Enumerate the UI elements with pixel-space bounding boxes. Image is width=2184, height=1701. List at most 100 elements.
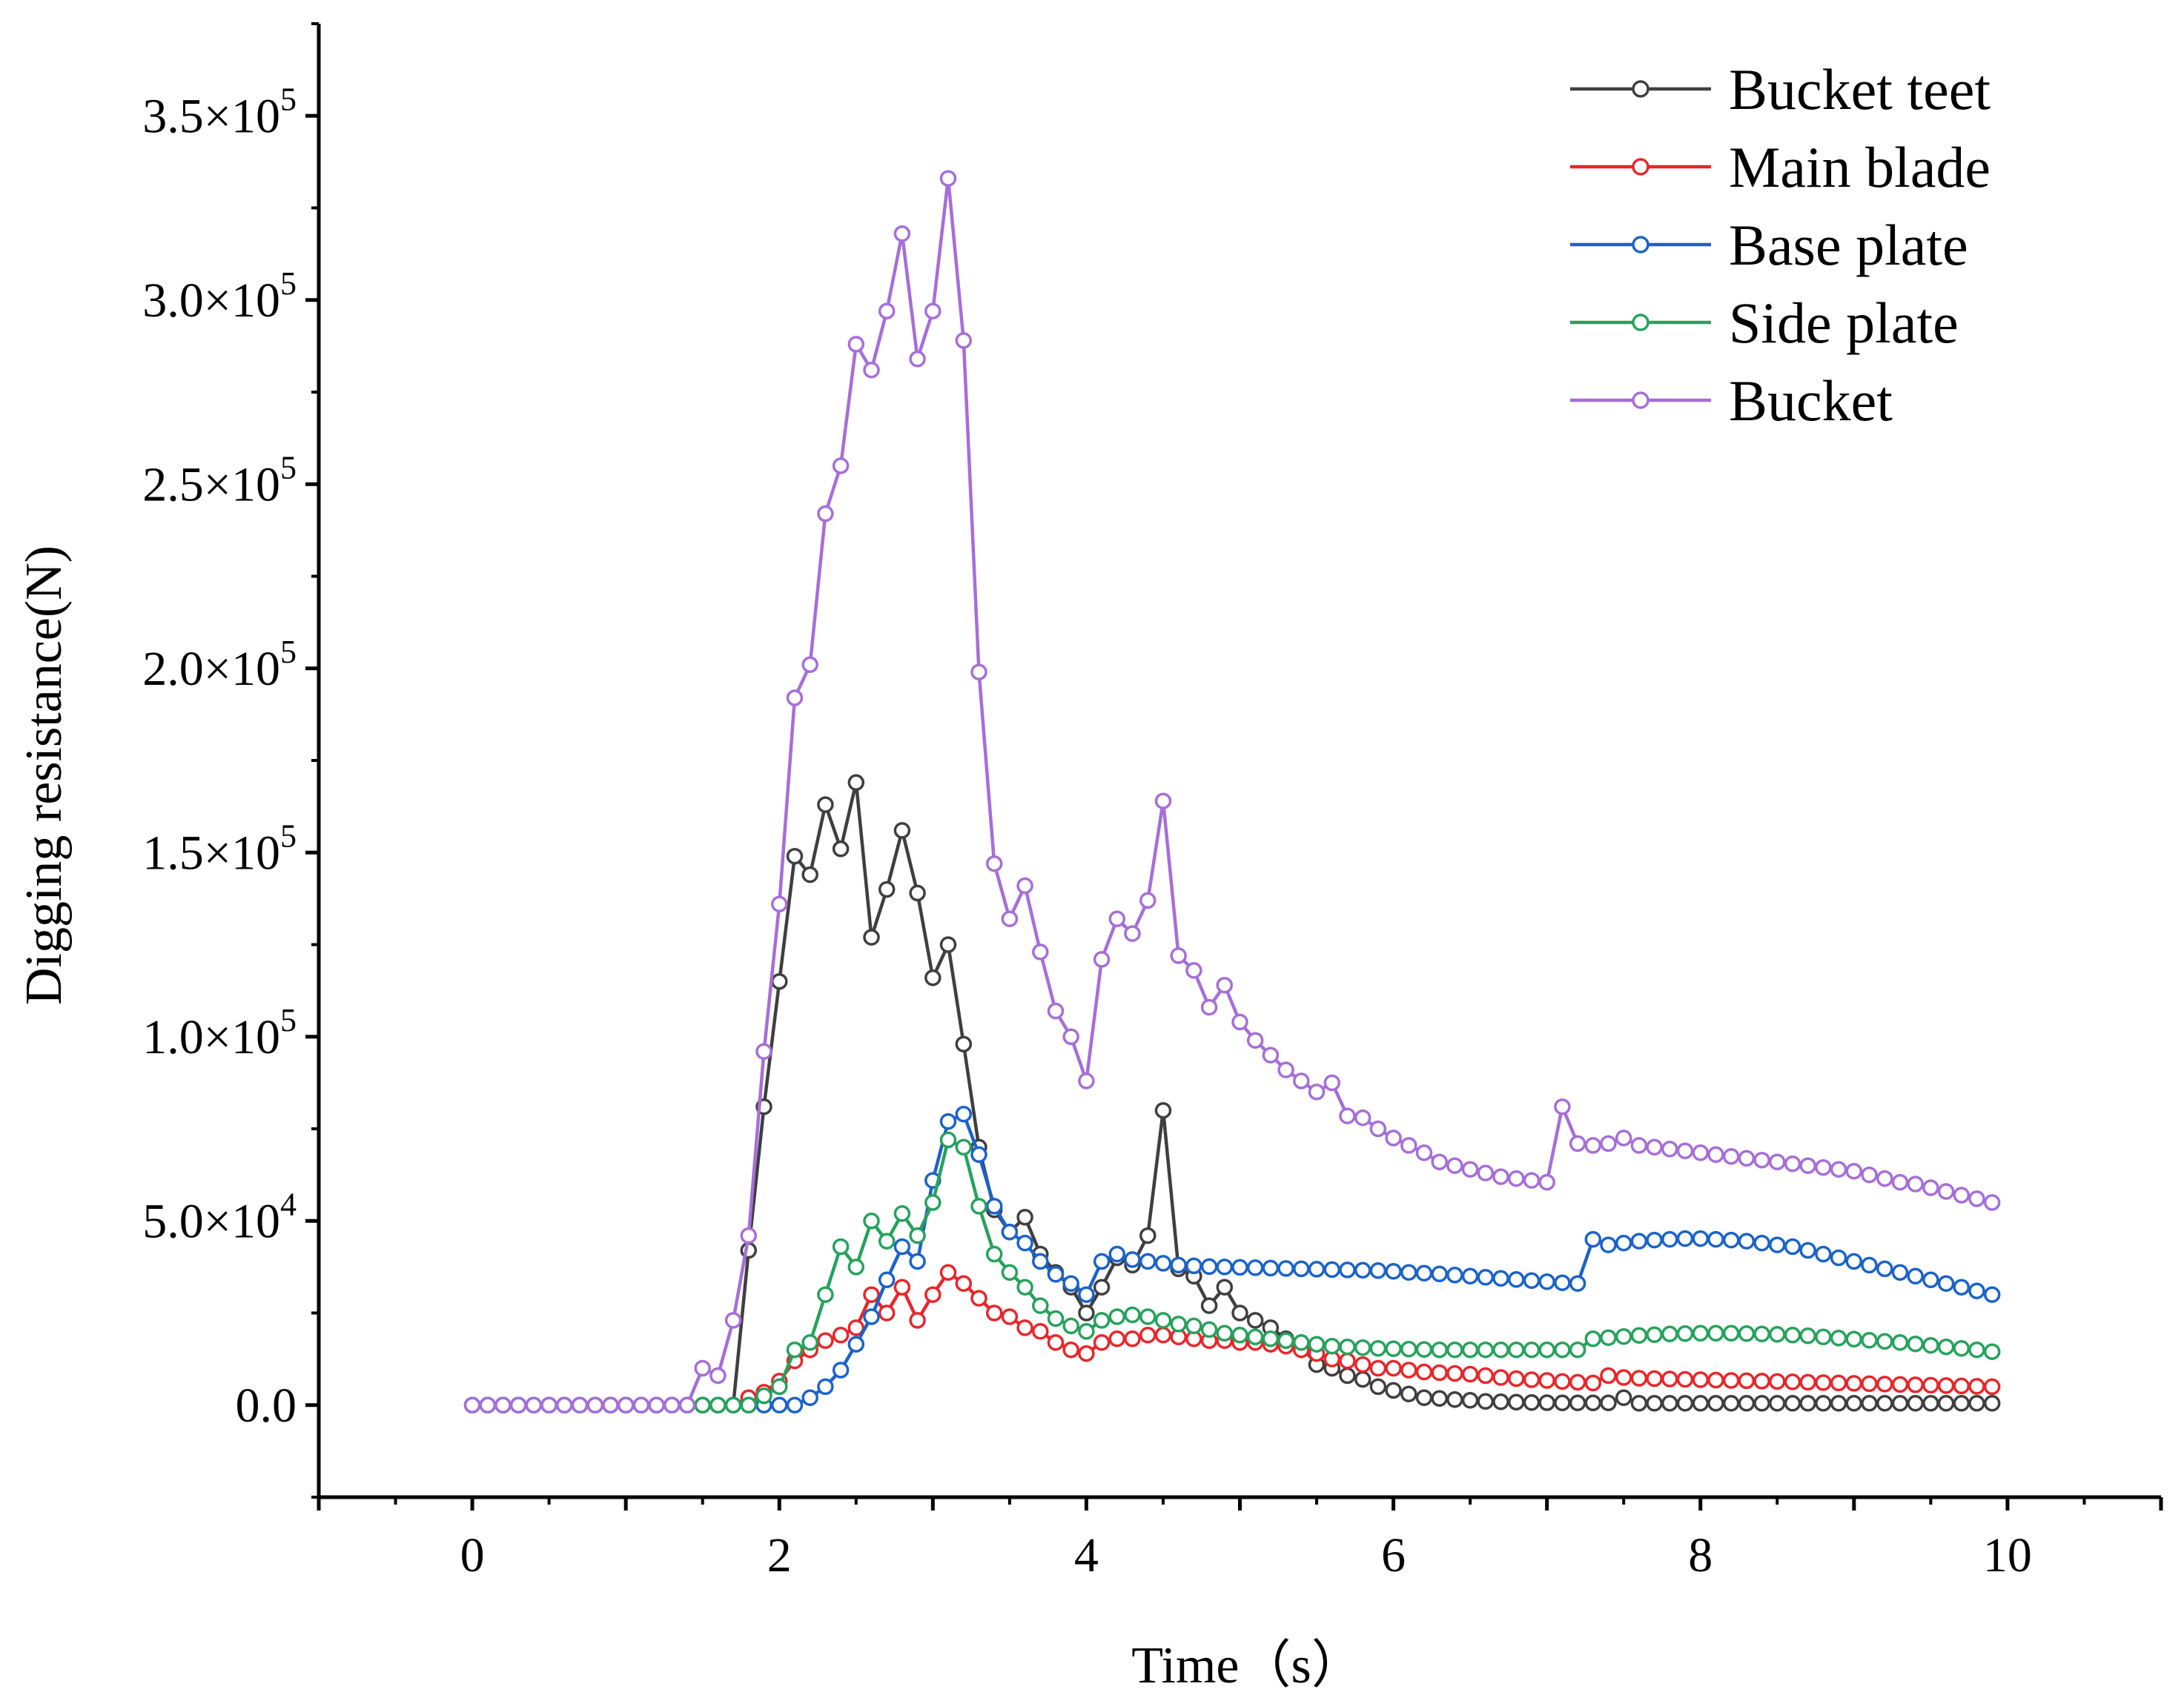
data-point	[1508, 1370, 1525, 1387]
data-point	[1676, 1325, 1694, 1342]
data-point	[924, 1286, 942, 1303]
data-point	[1139, 892, 1156, 909]
data-point	[1646, 1395, 1663, 1412]
data-point	[847, 1336, 865, 1353]
data-point	[878, 881, 896, 898]
data-point	[955, 1105, 973, 1123]
data-point	[771, 1396, 788, 1414]
data-point	[1707, 1146, 1724, 1164]
data-point	[525, 1396, 543, 1414]
data-point	[1738, 1395, 1756, 1412]
x-tick-label: 6	[1381, 1528, 1406, 1582]
data-point	[1415, 1389, 1433, 1407]
data-point	[1922, 1271, 1939, 1289]
data-point	[1646, 1231, 1663, 1249]
data-point	[1630, 1370, 1648, 1387]
data-point	[571, 1396, 589, 1414]
data-point	[694, 1359, 711, 1377]
data-point	[1676, 1142, 1694, 1160]
data-point	[1093, 1279, 1111, 1296]
data-point	[1615, 1130, 1632, 1147]
series-bucket	[463, 170, 2001, 1414]
data-point	[1339, 1261, 1356, 1279]
data-point	[1784, 1327, 1801, 1344]
data-point	[832, 1362, 850, 1379]
data-point	[1738, 1325, 1756, 1342]
data-point	[1615, 1389, 1632, 1407]
data-point	[1154, 1312, 1172, 1329]
data-point	[817, 796, 834, 813]
data-point	[1876, 1260, 1893, 1278]
data-point	[893, 1238, 911, 1256]
data-point	[801, 1389, 818, 1407]
y-tick-label: 3.5×105	[142, 81, 297, 143]
data-point	[1692, 1371, 1710, 1388]
data-point	[1722, 1148, 1740, 1165]
data-point	[1047, 1310, 1065, 1327]
data-point	[1584, 1330, 1602, 1347]
data-point	[1369, 1262, 1387, 1279]
data-point	[985, 1245, 1003, 1263]
data-point	[1277, 1061, 1294, 1078]
data-point	[1876, 1170, 1893, 1187]
data-point	[1845, 1395, 1863, 1412]
data-point	[1415, 1341, 1433, 1358]
x-tick-label: 8	[1688, 1528, 1713, 1582]
data-point	[1937, 1183, 1955, 1200]
data-point	[1707, 1324, 1724, 1342]
legend-marker	[1632, 314, 1649, 331]
data-point	[1093, 951, 1111, 968]
data-point	[1016, 1279, 1033, 1296]
data-point	[1400, 1362, 1417, 1379]
data-point	[1246, 1259, 1264, 1276]
data-point	[786, 689, 804, 706]
data-point	[1799, 1327, 1816, 1344]
data-point	[1876, 1395, 1893, 1412]
data-point	[1600, 1394, 1617, 1412]
data-point	[1385, 1130, 1402, 1147]
data-point	[724, 1396, 742, 1414]
data-point	[1753, 1373, 1770, 1390]
data-point	[1339, 1367, 1356, 1385]
data-point	[1722, 1372, 1740, 1389]
data-point	[771, 1378, 788, 1396]
data-point	[1385, 1382, 1402, 1399]
data-point	[1016, 1209, 1033, 1226]
data-point	[939, 936, 957, 953]
data-point	[832, 457, 850, 474]
data-point	[1937, 1338, 1955, 1356]
data-point	[1799, 1241, 1816, 1259]
data-point	[1354, 1356, 1371, 1373]
data-point	[1415, 1363, 1433, 1381]
data-point	[1569, 1135, 1586, 1153]
data-point	[1661, 1325, 1678, 1343]
data-point	[1185, 962, 1202, 979]
data-point	[1815, 1395, 1832, 1412]
data-point	[939, 1264, 957, 1281]
data-point	[1047, 1334, 1065, 1351]
legend-item: Base plate	[1570, 213, 1968, 277]
data-point	[1615, 1369, 1632, 1386]
data-point	[1124, 1306, 1141, 1324]
data-point	[1554, 1394, 1571, 1412]
data-point	[1907, 1267, 1924, 1285]
data-point	[970, 1146, 987, 1164]
data-point	[970, 1198, 987, 1215]
data-point	[1093, 1334, 1111, 1351]
data-point	[1738, 1150, 1756, 1167]
data-point	[1461, 1365, 1479, 1383]
data-point	[1415, 1144, 1433, 1161]
data-point	[1032, 1253, 1049, 1270]
data-point	[1600, 1135, 1617, 1153]
data-point	[1937, 1275, 1955, 1292]
data-point	[1953, 1279, 1970, 1296]
data-point	[847, 336, 865, 353]
data-point	[1170, 1256, 1187, 1274]
data-point	[970, 663, 987, 680]
data-point	[1784, 1395, 1801, 1412]
data-point	[1339, 1338, 1356, 1356]
data-point	[1661, 1370, 1678, 1387]
x-ticks: 0 2 4 6 8 10	[317, 1497, 2163, 1582]
data-point	[1784, 1373, 1801, 1390]
data-point	[1277, 1332, 1294, 1350]
